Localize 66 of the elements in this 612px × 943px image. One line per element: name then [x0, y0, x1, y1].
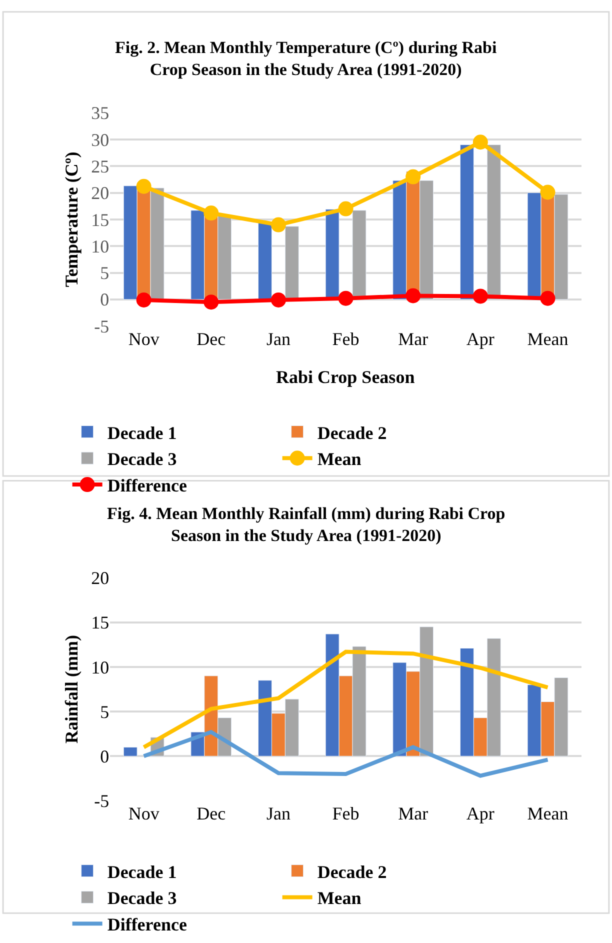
chart-title: Fig. 2. Mean Monthly Temperature (Cº) during Rabi Crop Season in the Study Area (1991-2020) [115, 38, 497, 80]
bar [352, 210, 366, 300]
x-tick-label: Mar [398, 804, 428, 824]
x-tick-label: Feb [332, 804, 360, 824]
y-tick-label: 15 [91, 612, 110, 633]
x-tick-label: Nov [128, 804, 160, 824]
line-series [142, 650, 550, 750]
legend-label: Mean [317, 449, 362, 470]
legend-label: Decade 2 [317, 862, 387, 882]
y-tick-label: 10 [91, 236, 110, 256]
y-tick-label: 20 [91, 568, 110, 588]
point [270, 217, 286, 232]
y-tick-label: 0 [100, 290, 110, 310]
y-tick-label: 10 [91, 657, 110, 678]
x-tick-label: Feb [332, 329, 360, 350]
y-tick-label: 30 [91, 130, 110, 150]
legend-label: Decade 2 [317, 422, 387, 443]
x-tick-label: Jan [266, 804, 290, 824]
x-tick-label: Dec [196, 329, 226, 350]
line-series [142, 730, 550, 778]
legend-label: Difference [107, 914, 187, 935]
point [270, 292, 286, 308]
legend-label: Decade 3 [107, 888, 177, 908]
x-tick-label: Nov [128, 329, 160, 350]
x-tick-label: Mean [527, 804, 568, 824]
bar [486, 144, 501, 300]
legend-label: Decade 1 [107, 422, 177, 443]
y-tick-label: 5 [100, 702, 110, 722]
point [540, 184, 556, 200]
point [204, 206, 219, 221]
x-axis-title: Rabi Crop Season [276, 367, 415, 387]
bar [123, 746, 138, 756]
point [136, 178, 152, 194]
y-tick-label: 20 [91, 183, 110, 204]
point [406, 169, 421, 184]
y-tick-label: 5 [100, 263, 110, 284]
y-axis-title: Rainfall (mm) [61, 635, 82, 744]
y-tick-label: 15 [91, 210, 110, 230]
legend-label: Difference [107, 476, 187, 496]
bar [258, 222, 272, 300]
point [204, 294, 219, 310]
bar [460, 144, 474, 300]
x-tick-label: Dec [196, 804, 226, 824]
bar [284, 226, 299, 300]
x-tick-label: Apr [466, 329, 494, 350]
y-tick-label: 25 [91, 156, 110, 176]
point [472, 288, 488, 304]
legend-label: Mean [317, 888, 362, 908]
point [540, 290, 556, 306]
y-tick-label: -5 [94, 791, 110, 812]
y-tick-label: 0 [100, 746, 110, 766]
x-tick-label: Apr [466, 804, 494, 824]
point [338, 290, 354, 306]
x-tick-label: Mar [398, 329, 428, 350]
point [338, 201, 354, 216]
chart-title: Fig. 4. Mean Monthly Rainfall (mm) during Rabi Crop Season in the Study Area (1991-2020) [107, 504, 506, 546]
point [136, 292, 152, 308]
x-tick-label: Mean [527, 329, 568, 350]
point [472, 134, 488, 150]
y-axis-title: Temperature (Cº) [61, 152, 82, 288]
x-tick-label: Jan [266, 329, 290, 350]
legend-label: Decade 3 [107, 449, 177, 470]
y-tick-label: -5 [94, 316, 110, 336]
point [406, 288, 421, 304]
y-tick-label: 35 [91, 103, 110, 124]
legend-label: Decade 1 [107, 862, 177, 882]
